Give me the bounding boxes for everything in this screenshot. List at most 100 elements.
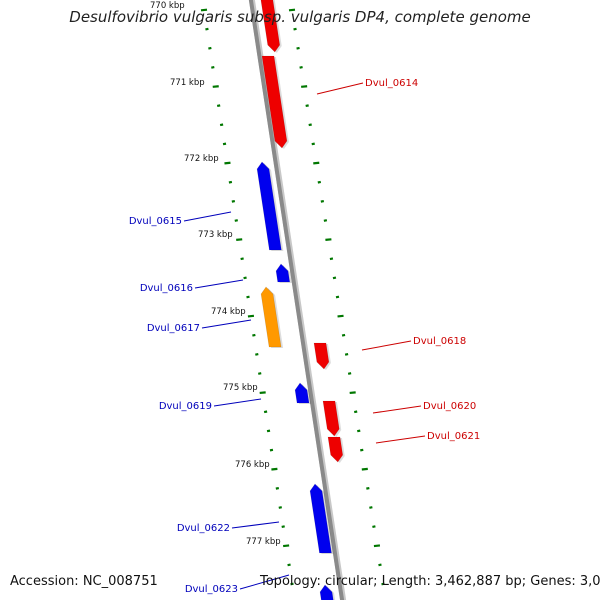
outer-tick	[320, 199, 325, 203]
inner-tick	[211, 66, 215, 69]
gene-dvul_0623[interactable]	[319, 584, 334, 600]
outer-tick	[293, 27, 297, 31]
inner-tick	[281, 525, 285, 528]
outer-tick	[296, 46, 300, 50]
tick-layer: 770 kbp 771 kbp 772 kbp 773 kbp 774 kbp 775 k…	[150, 1, 385, 586]
outer-tick	[313, 161, 320, 165]
inner-tick	[243, 276, 247, 280]
outer-tick	[337, 314, 344, 318]
gene-dvul_0614[interactable]	[261, 55, 288, 149]
outer-tick	[311, 142, 315, 146]
backbone	[248, 0, 347, 600]
outer-tick	[344, 353, 349, 356]
gene-dvul_0615[interactable]	[256, 161, 282, 251]
outer-tick	[369, 506, 373, 509]
gene-dvul_0619[interactable]	[294, 382, 310, 404]
outer-tick	[373, 544, 381, 548]
outer-tick	[360, 448, 364, 452]
inner-tick	[259, 391, 266, 395]
inner-tick	[252, 333, 256, 337]
inner-tick	[216, 104, 221, 108]
inner-tick	[240, 257, 244, 261]
gene-dvul_0622[interactable]	[309, 483, 332, 554]
gene-dvul_0620[interactable]	[322, 400, 340, 437]
inner-tick	[224, 161, 231, 165]
inner-tick	[258, 372, 262, 375]
outer-tick	[308, 123, 312, 127]
gene-label-dvul_0618[interactable]: Dvul_0618	[413, 336, 466, 347]
leader-line	[375, 435, 426, 444]
leader-line	[201, 319, 252, 329]
outer-tick	[357, 429, 361, 433]
label-layer: Dvul_0614 Dvul_0615 Dvul_0616 Dvul_0617 Dvul…	[129, 78, 480, 595]
outer-tick	[317, 180, 322, 184]
inner-tick	[212, 85, 219, 88]
inner-tick	[271, 467, 278, 471]
outer-tick	[329, 257, 334, 261]
tick-label: 777 kbp	[246, 537, 281, 547]
gene-partial[interactable]	[260, 0, 281, 53]
gene-dvul_0617[interactable]	[260, 286, 282, 348]
map-title: Desulfovibrio vulgaris subsp. vulgaris D…	[69, 8, 531, 26]
inner-tick	[263, 410, 268, 414]
inner-tick	[219, 123, 224, 127]
gene-label-dvul_0622[interactable]: Dvul_0622	[177, 523, 230, 534]
inner-tick	[234, 219, 238, 222]
gene-label-dvul_0621[interactable]: Dvul_0621	[427, 431, 480, 442]
inner-tick	[255, 353, 259, 356]
inner-tick	[266, 429, 271, 433]
outer-tick	[325, 238, 332, 241]
gene-label-dvul_0619[interactable]: Dvul_0619	[159, 401, 212, 412]
inner-tick	[200, 8, 208, 12]
gene-dvul_0618[interactable]	[313, 342, 330, 370]
outer-tick	[299, 66, 303, 69]
tick-label: 774 kbp	[211, 307, 246, 317]
outer-tick	[288, 8, 296, 12]
outer-tick	[335, 295, 340, 299]
leader-line	[361, 340, 412, 351]
inner-tick	[287, 563, 291, 567]
inner-tick	[275, 486, 280, 490]
tick-label: 775 kbp	[223, 383, 258, 393]
inner-tick	[228, 180, 233, 184]
leader-line	[231, 521, 280, 529]
gene-label-dvul_0620[interactable]: Dvul_0620	[423, 401, 476, 412]
outer-tick	[381, 582, 385, 586]
inner-tick	[290, 582, 294, 586]
leader-line	[213, 398, 262, 407]
leader-line	[183, 211, 232, 222]
gene-label-dvul_0616[interactable]: Dvul_0616	[140, 283, 193, 294]
inner-tick	[222, 142, 227, 146]
backbone-line	[248, 0, 345, 600]
tick-label: 776 kbp	[235, 460, 270, 470]
gene-layer	[256, 0, 345, 600]
outer-tick	[347, 372, 352, 375]
inner-tick	[278, 506, 282, 509]
outer-tick	[372, 525, 376, 528]
inner-tick	[283, 544, 290, 548]
gene-label-dvul_0615[interactable]: Dvul_0615	[129, 216, 182, 227]
outer-tick	[332, 276, 337, 280]
gene-label-dvul_0614[interactable]: Dvul_0614	[365, 78, 418, 89]
outer-tick	[366, 486, 370, 490]
gene-label-dvul_0623[interactable]: Dvul_0623	[185, 584, 238, 595]
leader-line	[194, 279, 244, 289]
inner-tick	[269, 448, 274, 452]
outer-tick	[378, 563, 382, 567]
outer-tick	[341, 333, 346, 337]
outer-tick	[323, 219, 328, 222]
gene-label-dvul_0617[interactable]: Dvul_0617	[147, 323, 200, 334]
gene-dvul_0616[interactable]	[275, 263, 291, 283]
outer-tick	[349, 391, 356, 395]
tick-label: 773 kbp	[198, 230, 233, 240]
inner-tick	[231, 199, 236, 203]
inner-tick	[236, 238, 243, 241]
tick-label: 771 kbp	[170, 78, 205, 88]
outer-tick	[301, 85, 308, 88]
inner-tick	[205, 27, 209, 31]
gene-dvul_0621[interactable]	[327, 436, 344, 463]
accession-text: Accession: NC_008751	[10, 574, 158, 589]
tick-label: 772 kbp	[184, 154, 219, 164]
leader-line	[316, 82, 364, 95]
